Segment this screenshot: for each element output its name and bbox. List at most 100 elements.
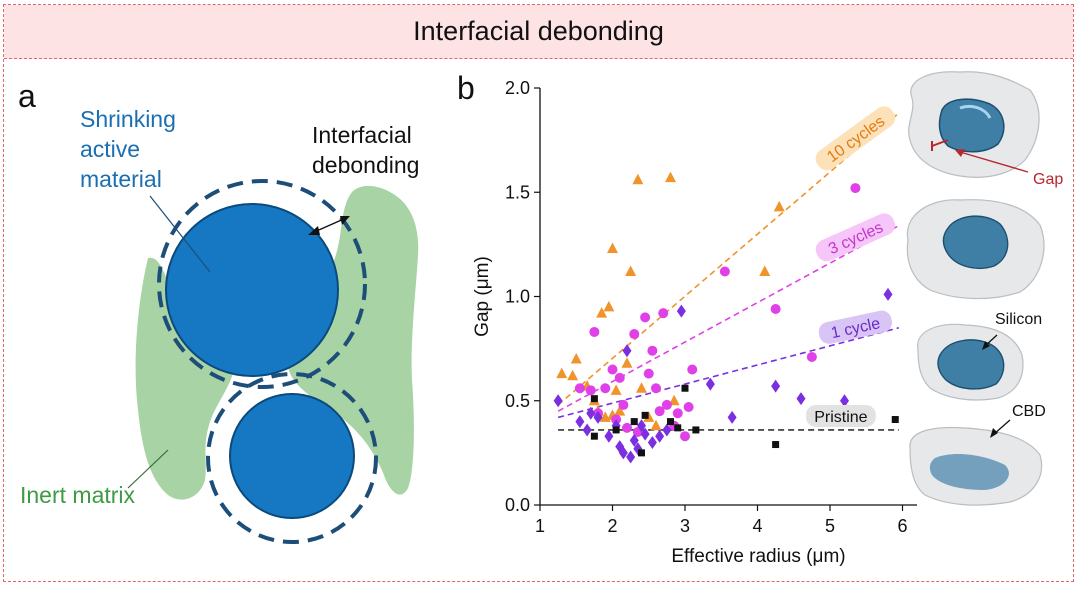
circle-point: [574, 383, 585, 394]
circle-point: [643, 368, 654, 379]
circle-point: [683, 402, 694, 413]
circle-point: [614, 372, 625, 383]
triangle-point: [596, 307, 608, 318]
active-particle-top: [165, 203, 339, 377]
active-label-line-3: material: [80, 166, 162, 192]
diamond-point: [626, 450, 636, 464]
circle-point: [658, 308, 669, 319]
rendering-10-cycles: [908, 71, 1040, 178]
rendering-1-cycle: [917, 323, 1024, 401]
square-point: [630, 418, 638, 426]
triangle-point: [773, 200, 785, 212]
inert-matrix-label: Inert matrix: [20, 482, 136, 508]
square-point: [681, 384, 689, 392]
square-point: [692, 426, 700, 434]
circle-point: [629, 329, 640, 340]
diamond-point: [676, 304, 686, 318]
panel-a-letter: a: [18, 78, 36, 114]
inert-matrix-right: [288, 185, 419, 495]
triangle-point: [614, 405, 626, 416]
square-point: [612, 426, 620, 434]
diamond-point: [640, 427, 650, 441]
triangle-point: [570, 353, 582, 364]
circle-point: [719, 266, 730, 277]
series-label-text: 10 cycles: [824, 113, 888, 166]
triangle-point: [625, 265, 637, 276]
triangle-point: [650, 419, 662, 431]
diamond-point: [727, 410, 737, 424]
triangle-point: [607, 242, 618, 254]
debonding-diagram: [127, 179, 419, 544]
triangle-point: [636, 382, 647, 393]
fit-lines: [557, 112, 900, 431]
circle-point: [585, 385, 596, 396]
y-tick-label: 0.5: [505, 391, 530, 411]
triangle-point: [668, 394, 680, 406]
diamond-point: [796, 392, 806, 406]
series-label-1: 3 cycles: [815, 213, 896, 262]
square-point: [641, 411, 649, 419]
inert-matrix-left: [135, 257, 235, 500]
active-label-line-1: Shrinking: [80, 106, 176, 132]
debond-label-line-1: Interfacial: [312, 122, 412, 148]
diamond-point: [637, 419, 646, 433]
diamond-point: [705, 377, 715, 391]
circle-point: [622, 422, 632, 433]
diamond-point: [575, 415, 585, 429]
x-axis-label: Effective radius (μm): [671, 546, 845, 567]
series-label-bg: [818, 310, 892, 344]
x-tick-label: 1: [535, 516, 545, 536]
circle-point: [600, 383, 611, 394]
cbd-side-label: CBD: [1012, 403, 1046, 420]
panel-b-letter: b: [457, 70, 475, 106]
y-axis-label: Gap (μm): [472, 256, 493, 337]
rendering-3-cycles: [906, 199, 1045, 300]
active-material-label: Shrinking active material: [80, 104, 176, 194]
circle-point: [640, 312, 651, 323]
diamond-point: [553, 394, 563, 408]
series-label-bg: [805, 404, 876, 427]
debond-boundary-bottom: [206, 372, 378, 544]
triangle-point: [621, 357, 633, 368]
square-point: [891, 416, 899, 424]
fit-line-1: [557, 224, 900, 412]
y-tick-label: 2.0: [505, 78, 530, 98]
series-labels: 10 cycles 3 cycles 1 cycle Pristine: [805, 106, 896, 427]
diamond-point: [622, 344, 632, 358]
triangle-point: [556, 367, 568, 379]
matrix-leader-line: [127, 449, 169, 489]
series-label-bg: [815, 106, 896, 171]
circle-point: [607, 364, 618, 375]
diamond-point: [883, 287, 893, 301]
silicon-side-label: Silicon: [995, 311, 1042, 328]
circle-point: [654, 406, 665, 417]
active-label-line-2: active: [80, 136, 141, 162]
triangle-point: [759, 265, 771, 276]
gap-side-label: Gap: [1033, 171, 1063, 188]
series-label-2: 1 cycle: [818, 310, 892, 344]
square-point: [772, 441, 780, 449]
chart-axes: 1 2 3 4 5 6 0.0 0.5 1.0 1.5 2.0 Effective radius (μ…: [472, 78, 917, 567]
circle-point: [680, 431, 690, 442]
square-point: [667, 418, 674, 426]
series-label-3: Pristine: [805, 404, 876, 427]
y-tick-label: 1.0: [505, 287, 530, 307]
x-tick-label: 6: [897, 516, 907, 536]
circle-point: [618, 399, 629, 410]
y-tick-label: 1.5: [505, 182, 530, 202]
figure-title: Interfacial debonding: [4, 5, 1073, 59]
series-label-0: 10 cycles: [815, 106, 896, 171]
triangle-point: [603, 300, 615, 312]
active-leader-line: [149, 195, 211, 273]
circle-point: [647, 345, 658, 356]
y-tick-label: 0.0: [505, 495, 530, 515]
active-particle-bottom: [229, 393, 355, 519]
series-label-text: Pristine: [814, 409, 867, 426]
gap-arrow-head-right: [340, 216, 350, 225]
diamond-point: [655, 429, 665, 443]
circle-point: [651, 383, 661, 394]
circle-point: [687, 364, 698, 375]
diamond-point: [840, 394, 849, 408]
square-point: [590, 432, 598, 440]
